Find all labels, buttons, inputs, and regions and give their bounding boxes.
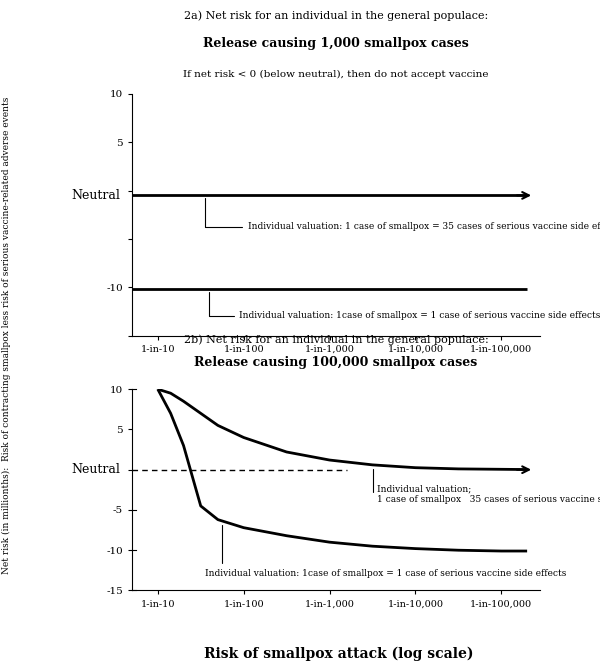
- Text: Release causing 1,000 smallpox cases: Release causing 1,000 smallpox cases: [203, 38, 469, 50]
- Text: Risk of smallpox attack (log scale): Risk of smallpox attack (log scale): [204, 647, 474, 662]
- Text: Individual valuation: 1case of smallpox = 1 case of serious vaccine side effects: Individual valuation: 1case of smallpox …: [209, 292, 600, 320]
- Text: Release causing 100,000 smallpox cases: Release causing 100,000 smallpox cases: [194, 356, 478, 369]
- Text: Individual valuation: 1case of smallpox = 1 case of serious vaccine side effects: Individual valuation: 1case of smallpox …: [205, 525, 566, 578]
- Text: Individual valuation: 1 case of smallpox = 35 cases of serious vaccine side effe: Individual valuation: 1 case of smallpox…: [205, 198, 600, 231]
- Text: 2a) Net risk for an individual in the general populace:: 2a) Net risk for an individual in the ge…: [184, 11, 488, 21]
- Text: Individual valuation;
1 case of smallpox   35 cases of serious vaccine side effe: Individual valuation; 1 case of smallpox…: [373, 469, 600, 504]
- Text: Net risk (in millionths):  Risk of contracting smallpox less risk of serious vac: Net risk (in millionths): Risk of contra…: [1, 97, 11, 574]
- Text: Neutral: Neutral: [71, 463, 120, 476]
- Text: If net risk < 0 (below neutral), then do not accept vaccine: If net risk < 0 (below neutral), then do…: [183, 70, 489, 79]
- Text: 2b) Net risk for an individual in the general populace:: 2b) Net risk for an individual in the ge…: [184, 334, 488, 345]
- Text: Neutral: Neutral: [71, 189, 120, 202]
